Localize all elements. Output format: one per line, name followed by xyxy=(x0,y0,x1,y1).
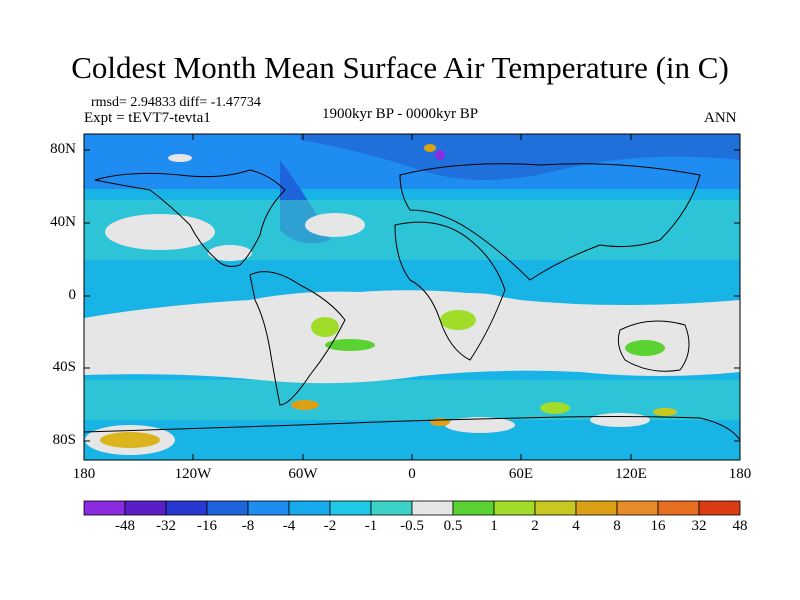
lat-tick-label: 0 xyxy=(68,287,77,303)
colorbar-tick-label: 16 xyxy=(650,518,666,534)
map-title: Coldest Month Mean Surface Air Temperatu… xyxy=(71,50,729,85)
field-grey-south-1 xyxy=(445,417,515,433)
colorbar-tick-label: 8 xyxy=(613,518,621,534)
colorbar-swatch xyxy=(288,500,331,516)
colorbar-swatch xyxy=(165,500,208,516)
lat-tick-label: 40N xyxy=(50,214,76,230)
field-grey-natlantic xyxy=(305,213,365,237)
lon-tick-label: 120W xyxy=(174,466,212,482)
period-label: 1900kyr BP - 0000kyr BP xyxy=(321,106,479,122)
colorbar-swatch xyxy=(329,500,372,516)
coastlines xyxy=(84,163,740,441)
field-grey-africa xyxy=(430,293,510,313)
field-grey-tropics xyxy=(84,290,740,384)
colorbar-tick-label: -48 xyxy=(115,518,135,534)
lon-tick-label: 0 xyxy=(408,466,416,482)
colorbar-swatch xyxy=(124,500,167,516)
colorbar-swatch xyxy=(370,500,413,516)
lon-tick-label: 180 xyxy=(728,466,752,482)
colorbar-tick-label: -16 xyxy=(197,518,217,534)
colorbar-tick-label: -1 xyxy=(364,518,378,534)
experiment-label: Expt = tEVT7-tevta1 xyxy=(84,110,211,126)
coast-antarctica xyxy=(84,416,740,441)
axis-ticks xyxy=(84,134,740,460)
colorbar-tick-label: 0.5 xyxy=(443,518,463,534)
colorbar-swatch xyxy=(206,500,249,516)
colorbar-tick-label: -2 xyxy=(323,518,337,534)
season-label: ANN xyxy=(704,110,737,126)
field-warm-brazil xyxy=(311,317,339,337)
colorbar-tick-label: 48 xyxy=(732,518,748,534)
colorbar-tick-label: -8 xyxy=(241,518,255,534)
lon-tick-label: 60W xyxy=(288,466,318,482)
field-grey-ne-pacific xyxy=(208,245,252,261)
field-grey-arctic xyxy=(168,154,192,162)
coast-africa xyxy=(394,221,506,361)
field-warm-arctic xyxy=(424,144,436,152)
colorbar-tick-label: 1 xyxy=(490,518,498,534)
colorbar-swatch xyxy=(452,500,495,516)
lat-tick-label: 80N xyxy=(50,141,76,157)
field-warm-patagonia xyxy=(291,400,319,410)
colorbar-swatch xyxy=(534,500,577,516)
field-warm-africa xyxy=(440,310,476,330)
field-grey-npacific xyxy=(105,214,215,250)
lon-tick-label: 60E xyxy=(508,466,534,482)
coast-australia xyxy=(617,320,690,372)
lon-tick-label: 180 xyxy=(72,466,96,482)
field-cold-arctic xyxy=(435,150,445,160)
colorbar-swatch xyxy=(83,500,126,516)
field-grey-south-2 xyxy=(590,413,650,427)
colorbar-tick-label: -4 xyxy=(282,518,296,534)
colorbar xyxy=(83,500,741,516)
colorbar-swatch xyxy=(698,500,741,516)
lat-tick-label: 40S xyxy=(52,359,76,375)
colorbar-swatch xyxy=(657,500,700,516)
colorbar-swatch xyxy=(616,500,659,516)
lat-tick-label: 80S xyxy=(52,432,76,448)
colorbar-tick-label: -0.5 xyxy=(400,518,424,534)
colorbar-tick-label: 2 xyxy=(531,518,539,534)
colorbar-swatch xyxy=(493,500,536,516)
colorbar-swatch xyxy=(575,500,618,516)
field-warm-south-2 xyxy=(653,408,677,416)
coast-north-america xyxy=(94,169,286,267)
coast-south-america xyxy=(249,271,346,406)
colorbar-swatch xyxy=(411,500,454,516)
colorbar-tick-label: 4 xyxy=(572,518,580,534)
lon-tick-label: 120E xyxy=(615,466,647,482)
colorbar-tick-label: -32 xyxy=(156,518,176,534)
stats-text: rmsd= 2.94833 diff= -1.47734 xyxy=(91,95,261,110)
temperature-field xyxy=(84,134,740,460)
field-warm-south-1 xyxy=(540,402,570,414)
colorbar-tick-label: 32 xyxy=(691,518,707,534)
field-band-south xyxy=(84,380,740,420)
field-siberia xyxy=(300,134,740,180)
field-warm-australia xyxy=(625,340,665,356)
field-warm-ross xyxy=(100,432,160,448)
field-warm-satlantic xyxy=(325,339,375,351)
coast-eurasia xyxy=(399,163,701,281)
field-warm-south-3 xyxy=(430,418,450,426)
colorbar-swatch xyxy=(247,500,290,516)
